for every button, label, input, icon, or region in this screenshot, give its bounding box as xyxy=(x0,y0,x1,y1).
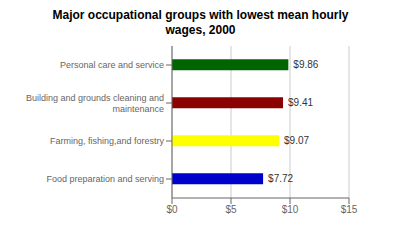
svg-text:$15: $15 xyxy=(341,204,358,215)
svg-text:$7.72: $7.72 xyxy=(268,173,293,184)
svg-text:$10: $10 xyxy=(282,204,299,215)
svg-text:$5: $5 xyxy=(225,204,237,215)
svg-text:$0: $0 xyxy=(166,204,178,215)
svg-text:$9.41: $9.41 xyxy=(288,97,313,108)
html-text:Major occupational groups with: Major occupational groups with lowest me… xyxy=(52,8,349,37)
svg-text:Food preparation and serving: Food preparation and serving xyxy=(46,174,164,184)
svg-text:Farming, fishing,and forestry: Farming, fishing,and forestry xyxy=(50,136,165,146)
svg-text:$9.86: $9.86 xyxy=(293,59,318,70)
svg-text:Personal care and service: Personal care and service xyxy=(60,60,164,70)
svg-text:$9.07: $9.07 xyxy=(284,135,309,146)
svg-text:Building and grounds cleaning: Building and grounds cleaning andmainten… xyxy=(26,93,164,114)
